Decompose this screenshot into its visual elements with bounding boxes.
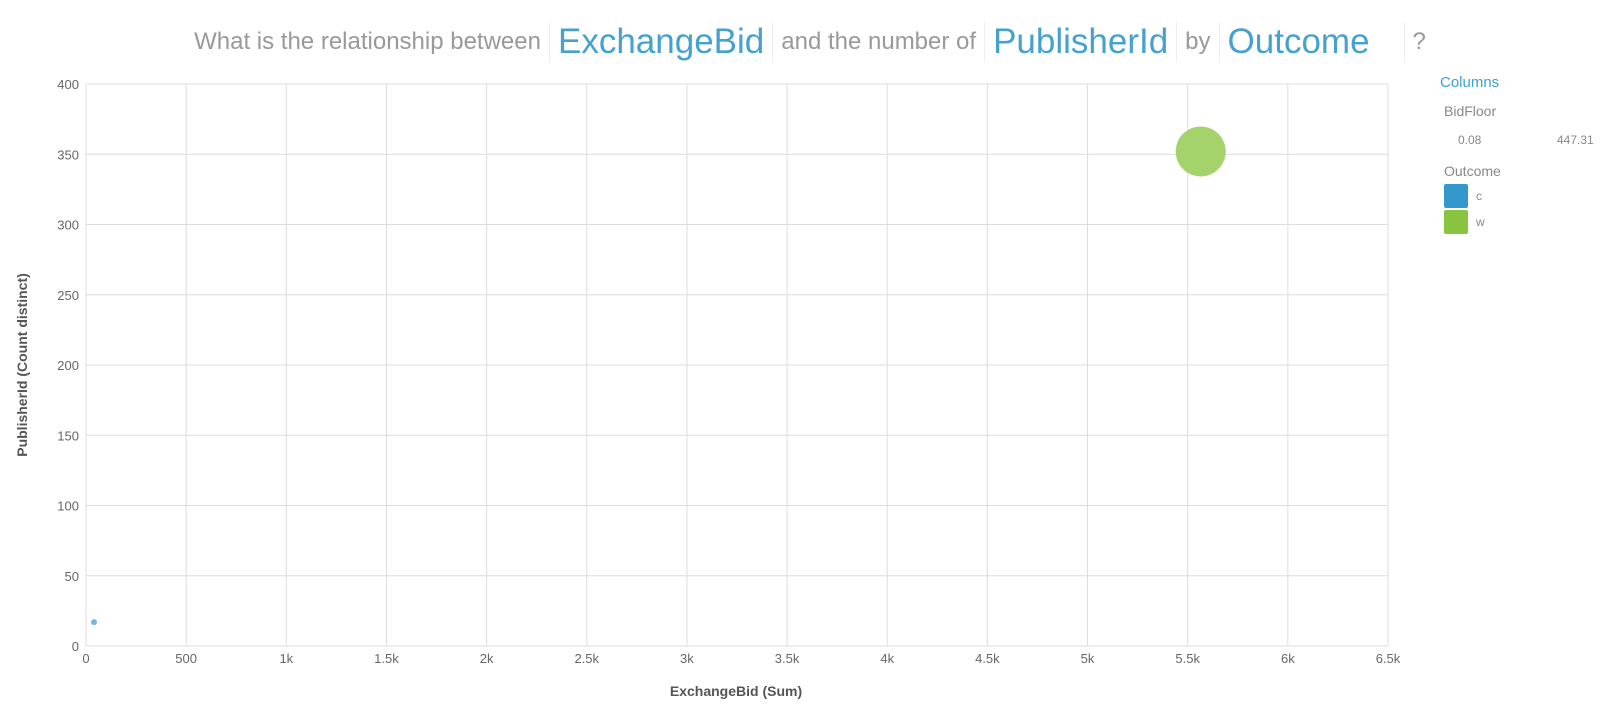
x-tick-label: 2.5k — [574, 651, 599, 666]
chart-points — [91, 126, 1226, 626]
x-tick-label: 4.5k — [975, 651, 1000, 666]
question-by: by — [1185, 28, 1211, 55]
x-tick-label: 1k — [279, 651, 293, 666]
question-mark: ? — [1412, 28, 1426, 55]
x-tick-label: 3.5k — [775, 651, 800, 666]
side-panel: Columns BidFloor 0.08 447.31 Outcome c w — [1440, 74, 1612, 235]
y-tick-label: 100 — [57, 499, 79, 514]
size-range: 0.08 447.31 — [1440, 119, 1612, 159]
x-tick-label: 5.5k — [1175, 651, 1200, 666]
y-tick-label: 0 — [72, 639, 79, 654]
question-bar: What is the relationship between Exchang… — [0, 14, 1612, 70]
x-tick-label: 2k — [480, 651, 494, 666]
scatter-point-c[interactable] — [91, 619, 98, 626]
legend-item-c[interactable]: c — [1440, 183, 1612, 209]
legend-label: c — [1476, 189, 1482, 203]
x-tick-label: 6.5k — [1376, 651, 1400, 666]
y-tick-label: 50 — [65, 569, 79, 584]
legend-swatch — [1444, 210, 1468, 234]
size-range-max: 447.31 — [1557, 133, 1594, 147]
x-field-selector[interactable]: ExchangeBid — [548, 22, 774, 62]
x-tick-label: 500 — [175, 651, 197, 666]
chart-grid — [85, 83, 1389, 647]
y-tick-label: 200 — [57, 358, 79, 373]
y-axis-title: PublisherId (Count distinct) — [14, 273, 30, 457]
x-tick-label: 6k — [1281, 651, 1295, 666]
scatter-chart: 0 500 1k 1.5k 2k 2.5k 3k 3.5k 4k 4.5k 5k 5.5k 6k 6.5k… — [14, 77, 1400, 699]
x-axis-ticks: 0 500 1k 1.5k 2k 2.5k 3k 3.5k 4k 4.5k 5k 5.5k 6k 6.5k — [82, 651, 1400, 666]
legend-label: w — [1476, 215, 1485, 229]
scatter-point-w[interactable] — [1175, 126, 1226, 177]
question-prefix: What is the relationship between — [194, 28, 541, 55]
legend-item-w[interactable]: w — [1440, 209, 1612, 235]
x-tick-label: 5k — [1081, 651, 1095, 666]
y-tick-label: 150 — [57, 428, 79, 443]
y-tick-label: 250 — [57, 288, 79, 303]
x-axis-title: ExchangeBid (Sum) — [670, 683, 802, 699]
x-tick-label: 3k — [680, 651, 694, 666]
y-tick-label: 400 — [57, 77, 79, 92]
question-middle: and the number of — [781, 28, 977, 55]
size-range-min: 0.08 — [1458, 133, 1482, 147]
columns-link[interactable]: Columns — [1440, 74, 1500, 91]
legend-swatch — [1444, 184, 1468, 208]
y-tick-label: 300 — [57, 218, 79, 233]
y-axis-ticks: 0 50 100 150 200 250 300 350 400 — [57, 77, 79, 654]
y-field-selector[interactable]: PublisherId — [984, 22, 1178, 62]
x-tick-label: 0 — [82, 651, 89, 666]
y-tick-label: 350 — [57, 147, 79, 162]
x-tick-label: 4k — [880, 651, 894, 666]
color-field-selector[interactable]: Outcome — [1218, 22, 1405, 62]
color-legend-title: Outcome — [1444, 163, 1501, 179]
x-tick-label: 1.5k — [374, 651, 399, 666]
size-legend-title: BidFloor — [1444, 103, 1497, 119]
